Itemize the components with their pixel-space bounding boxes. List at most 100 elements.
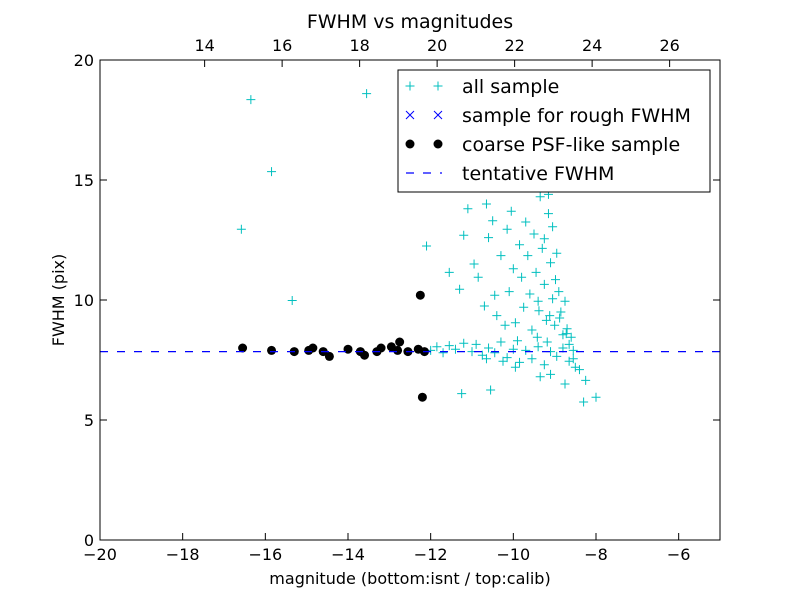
all-sample-point [459,338,469,348]
legend-marker-psf-sample-2 [433,139,443,149]
top-x-tick-label: 16 [272,36,292,55]
psf-sample-point [395,337,405,347]
all-sample-point [570,362,580,372]
x-tick-label: −6 [667,545,691,564]
top-x-tick-label: 22 [504,36,524,55]
all-sample-point [432,342,442,352]
all-sample-point [517,272,527,282]
all-sample-point [444,267,454,277]
psf-sample-point [360,350,370,360]
x-tick-label: −12 [414,545,448,564]
all-sample-point [484,343,494,353]
legend-marker-rough-sample-1 [405,110,415,120]
all-sample-point [523,251,533,261]
y-tick-label: 0 [84,531,94,550]
all-sample-point [525,289,535,299]
y-tick-label: 15 [74,171,94,190]
all-sample-point [484,233,494,243]
all-sample-point [490,348,500,358]
y-tick-label: 5 [84,411,94,430]
all-sample-point [591,392,601,402]
all-sample-point [566,332,576,342]
all-sample-point [550,275,560,285]
legend-box [397,69,711,193]
all-sample-point [539,360,549,370]
all-sample-point [506,206,516,216]
y-tick-label: 10 [74,291,94,310]
legend-entry-tentative-fwhm: tentative FWHM [406,163,614,185]
legend-marker-rough-sample-2 [433,110,443,120]
all-sample-point [481,354,491,364]
all-sample-point [568,345,578,355]
all-sample-point [488,216,498,226]
legend-label-tentative-fwhm: tentative FWHM [462,163,614,185]
all-sample-point [481,199,491,209]
top-x-tick-label: 20 [427,36,447,55]
x-tick-label: −10 [496,545,530,564]
all-sample-point [546,369,556,379]
x-tick-label: −18 [166,545,200,564]
all-sample-point [450,344,460,354]
all-sample-point [504,287,514,297]
all-sample-point [457,389,467,399]
all-sample-point [438,348,448,358]
x-tick-label: −16 [248,545,282,564]
all-sample-point [539,234,549,244]
all-sample-point [500,320,510,330]
all-sample-point [498,356,508,366]
all-sample-point [246,95,256,105]
all-sample-point [543,209,553,219]
all-sample-point [510,318,520,328]
all-sample-point [555,313,565,323]
psf-sample-point [238,343,248,353]
all-sample-point [422,241,432,251]
all-sample-point [564,339,574,349]
all-sample-point [574,365,584,375]
all-sample-point [508,264,518,274]
all-sample-point [463,204,473,214]
top-x-tick-label: 24 [582,36,602,55]
all-sample-point [560,379,570,389]
x-axis-title: magnitude (bottom:isnt / top:calib) [269,569,550,588]
all-sample-point [545,311,555,321]
legend: all sample sample for rough FWHM coarse … [397,69,711,193]
legend-label-all-sample: all sample [462,76,559,98]
all-sample-point [534,306,544,316]
all-sample-point [548,222,558,232]
all-sample-point [550,320,560,330]
all-sample-point [471,339,481,349]
all-sample-point [535,372,545,382]
all-sample-point [554,287,564,297]
all-sample-point [546,258,556,268]
legend-marker-psf-sample-1 [405,139,415,149]
all-sample-point [521,217,531,227]
all-sample-point [444,341,454,351]
all-sample-point [502,224,512,234]
all-sample-point [362,89,372,99]
all-sample-point [529,229,539,239]
legend-marker-all-sample-2 [433,81,443,91]
all-sample-point [490,290,500,300]
y-axis-title: FWHM (pix) [49,254,68,347]
psf-sample-point [415,290,425,300]
x-tick-label: −8 [584,545,608,564]
legend-marker-all-sample-1 [405,81,415,91]
all-sample-point [537,243,547,253]
top-x-tick-label: 14 [194,36,214,55]
all-sample-point [492,311,502,321]
all-sample-point [560,296,570,306]
plot-frame [99,59,721,541]
all-sample-point [519,302,529,312]
all-sample-point [287,295,297,305]
all-sample-point [455,284,465,294]
all-sample-point [469,259,479,269]
all-sample-point [527,325,537,335]
all-sample-point [486,385,496,395]
legend-label-rough-sample: sample for rough FWHM [462,105,691,127]
all-sample-point [548,294,558,304]
all-sample-point [552,248,562,258]
psf-sample-point [267,345,277,355]
all-sample-point [473,272,483,282]
chart-title: FWHM vs magnitudes [307,11,513,33]
